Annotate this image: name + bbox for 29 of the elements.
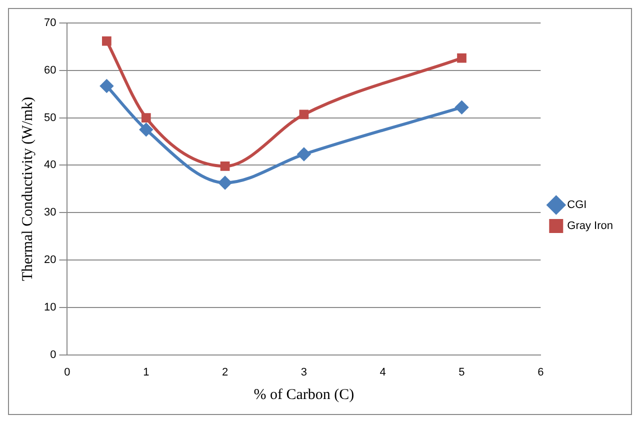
x-tick-label: 5 (458, 366, 465, 378)
legend-label: CGI (567, 199, 587, 212)
point (299, 110, 309, 120)
point (102, 36, 112, 46)
x-axis-title: % of Carbon (C) (254, 386, 354, 403)
y-tick-label: 50 (44, 112, 56, 124)
y-tick-label: 30 (44, 206, 56, 219)
y-tick-label: 10 (44, 301, 56, 314)
point (457, 53, 466, 63)
point (218, 176, 232, 190)
y-axis-title: Thermal Conductivity (W/mk) (20, 96, 36, 281)
x-tick-label: 4 (380, 366, 386, 378)
x-tick-label: 3 (300, 366, 308, 378)
point (455, 100, 468, 114)
x-tick-label: 6 (538, 366, 544, 378)
x-tick-label: 1 (143, 366, 150, 378)
point (100, 80, 114, 93)
y-tick-label: 20 (44, 254, 56, 266)
x-tick-label: 2 (222, 366, 228, 378)
y-tick-label: 0 (50, 348, 56, 361)
y-tick-label: 60 (44, 64, 56, 76)
point (220, 161, 230, 171)
point (140, 123, 153, 136)
y-tick-label: 40 (44, 159, 56, 172)
y-tick-label: 70 (44, 17, 56, 30)
point (297, 148, 310, 161)
x-tick-label: 0 (64, 366, 70, 378)
legend-label: Gray Iron (567, 220, 614, 232)
point (141, 113, 151, 122)
